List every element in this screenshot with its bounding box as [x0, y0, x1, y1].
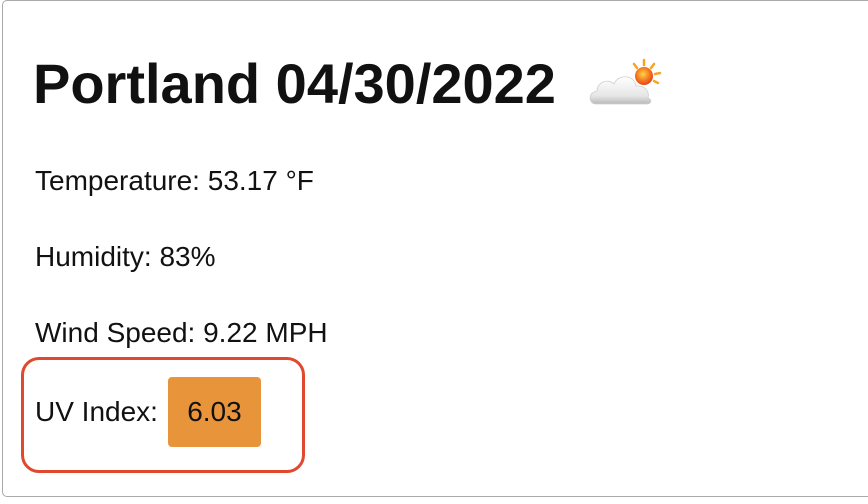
uv-index-row: UV Index: 6.03 — [35, 377, 261, 447]
page-title: Portland 04/30/2022 — [33, 52, 556, 115]
cloud-sun-icon — [589, 58, 662, 105]
temperature-text: Temperature: 53.17 °F — [35, 165, 314, 196]
uv-index-label: UV Index: — [35, 396, 158, 427]
uv-index-highlight — [21, 357, 305, 473]
title-row: Portland 04/30/2022 — [33, 52, 666, 116]
wind-speed-text: Wind Speed: 9.22 MPH — [35, 317, 328, 348]
uv-index-badge: 6.03 — [167, 377, 261, 447]
humidity-text: Humidity: 83% — [35, 241, 216, 272]
